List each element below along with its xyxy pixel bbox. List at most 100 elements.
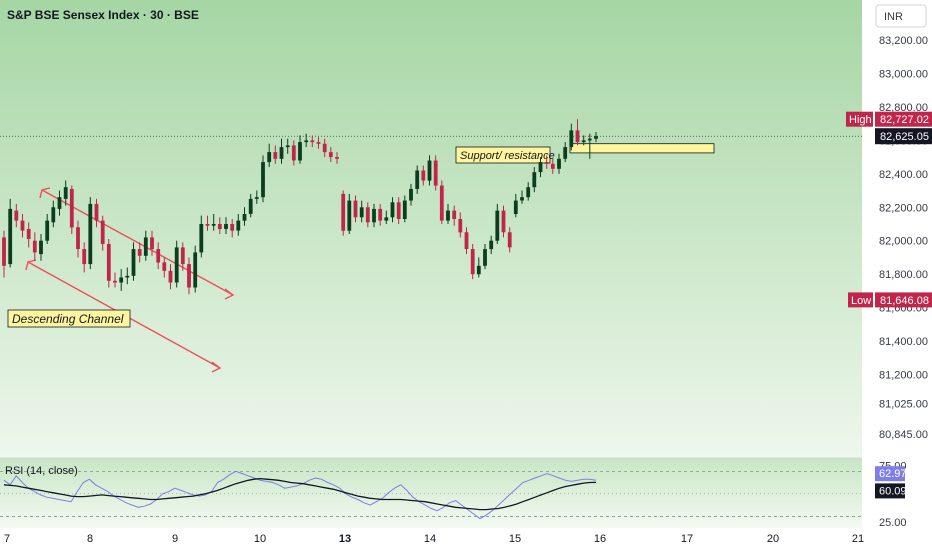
candle[interactable] <box>63 180 68 206</box>
candle[interactable] <box>544 155 549 169</box>
candle[interactable] <box>316 137 321 149</box>
candle[interactable] <box>156 242 161 270</box>
candle[interactable] <box>520 190 524 204</box>
price-axis-area[interactable] <box>862 0 932 528</box>
candle[interactable] <box>396 197 401 224</box>
candle[interactable] <box>359 200 364 223</box>
candle[interactable] <box>187 257 191 295</box>
candle[interactable] <box>131 242 136 281</box>
rsi-indicator-label[interactable]: RSI (14, close) <box>5 465 78 477</box>
candle[interactable] <box>119 269 124 291</box>
candle[interactable] <box>421 165 426 186</box>
rsi-pane[interactable]: RSI (14, close) 75.0025.00 62.97 60.09 <box>0 461 907 529</box>
candle[interactable] <box>51 200 56 228</box>
candle[interactable] <box>507 227 512 253</box>
candle[interactable] <box>538 157 543 178</box>
candle[interactable] <box>587 133 592 159</box>
candle[interactable] <box>88 197 93 270</box>
candle[interactable] <box>205 215 210 231</box>
candle[interactable] <box>310 135 315 148</box>
candle[interactable] <box>193 245 198 293</box>
candle[interactable] <box>32 232 37 261</box>
candle[interactable] <box>2 230 6 278</box>
candle[interactable] <box>563 142 568 163</box>
candle[interactable] <box>236 214 241 236</box>
candle[interactable] <box>495 203 500 244</box>
candle[interactable] <box>254 190 259 204</box>
candle[interactable] <box>594 132 598 143</box>
candle[interactable] <box>378 203 383 226</box>
candle[interactable] <box>267 143 272 168</box>
candle[interactable] <box>557 153 561 174</box>
candle[interactable] <box>20 214 25 238</box>
candle[interactable] <box>322 138 327 158</box>
candle[interactable] <box>217 217 222 234</box>
candle[interactable] <box>174 240 179 288</box>
candle[interactable] <box>532 167 537 193</box>
candle[interactable] <box>180 242 185 271</box>
candle[interactable] <box>458 212 463 238</box>
candle[interactable] <box>526 182 531 201</box>
candle[interactable] <box>483 244 487 270</box>
candle[interactable] <box>415 165 420 194</box>
candle[interactable] <box>230 219 235 238</box>
candle[interactable] <box>150 230 154 256</box>
currency-button[interactable]: INR <box>875 4 927 28</box>
candle[interactable] <box>94 198 99 228</box>
candle[interactable] <box>501 205 506 238</box>
candle[interactable] <box>489 235 494 255</box>
candle[interactable] <box>168 264 173 290</box>
candle[interactable] <box>402 195 407 223</box>
time-axis-area[interactable] <box>0 528 932 550</box>
candle[interactable] <box>279 138 284 164</box>
candle[interactable] <box>82 242 87 273</box>
candle[interactable] <box>427 155 432 186</box>
candle[interactable] <box>273 145 278 164</box>
candle[interactable] <box>100 215 105 251</box>
candle[interactable] <box>39 234 43 261</box>
candle[interactable] <box>8 198 13 268</box>
candle[interactable] <box>125 267 130 285</box>
candle[interactable] <box>581 135 586 146</box>
candle[interactable] <box>69 185 74 235</box>
candle[interactable] <box>261 155 265 203</box>
rsi-ma-line[interactable] <box>3 477 597 511</box>
candle[interactable] <box>45 214 50 244</box>
candle[interactable] <box>328 147 333 163</box>
candle[interactable] <box>464 227 469 255</box>
candle[interactable] <box>384 210 389 224</box>
candle[interactable] <box>248 193 253 218</box>
candle[interactable] <box>550 158 555 174</box>
candle[interactable] <box>211 214 216 231</box>
candle[interactable] <box>365 202 370 228</box>
candle[interactable] <box>304 133 309 148</box>
support-resistance-label[interactable]: Support/ resistance <box>455 146 555 164</box>
candle[interactable] <box>513 193 518 218</box>
candle[interactable] <box>285 138 290 154</box>
candle[interactable] <box>113 272 117 288</box>
candle[interactable] <box>143 230 148 261</box>
candle[interactable] <box>106 239 111 288</box>
candle[interactable] <box>137 242 142 263</box>
candles[interactable] <box>2 119 598 295</box>
candle[interactable] <box>347 193 352 234</box>
candle[interactable] <box>409 183 413 206</box>
candle[interactable] <box>569 123 574 151</box>
candle[interactable] <box>291 140 296 166</box>
candle[interactable] <box>439 180 444 225</box>
candle[interactable] <box>199 215 204 258</box>
support-resistance-zone[interactable]: Support/ resistance <box>455 143 715 164</box>
candle[interactable] <box>14 203 19 228</box>
candle[interactable] <box>162 257 167 278</box>
rsi-line[interactable] <box>3 470 597 520</box>
candle[interactable] <box>57 190 62 216</box>
candle[interactable] <box>575 119 580 146</box>
candle[interactable] <box>26 222 31 248</box>
candle[interactable] <box>390 197 395 223</box>
candle[interactable] <box>353 195 358 223</box>
descending-channel-label[interactable]: Descending Channel <box>7 309 131 328</box>
candle[interactable] <box>433 155 438 191</box>
descending-channel[interactable]: Descending Channel <box>7 187 235 373</box>
candle[interactable] <box>298 135 302 164</box>
